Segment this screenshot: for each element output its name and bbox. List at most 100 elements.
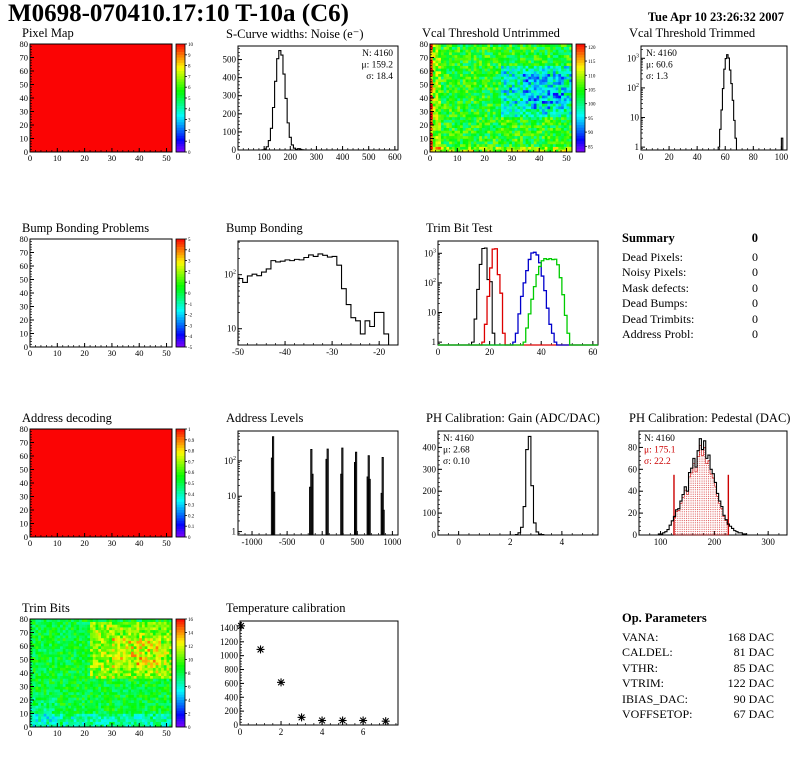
svg-text:30: 30 [108,348,117,358]
op-parameters-title: Op. Parameters [622,611,707,625]
svg-text:102: 102 [627,83,639,93]
svg-text:30: 30 [508,153,517,163]
op-parameter-row: VANA: 168 DAC [622,630,774,646]
op-parameters-rows: VANA: 168 DAC CALDEL: 81 DAC VTHR: 85 DA… [622,630,774,723]
svg-text:300: 300 [423,464,437,474]
trim-bits-title: Trim Bits [22,601,70,615]
op-parameter-row: VTRIM: 122 DAC [622,676,774,692]
bump-problems-title: Bump Bonding Problems [22,221,150,235]
summary-rows: Dead Pixels: 0 Noisy Pixels: 0 Mask defe… [622,250,758,343]
svg-text:10: 10 [188,43,194,48]
svg-text:6: 6 [188,86,191,91]
summary-row: Mask defects: 0 [622,281,758,297]
svg-text:60: 60 [721,152,731,162]
svg-text:103: 103 [424,248,436,258]
svg-text:N: 4160: N: 4160 [362,49,393,59]
svg-text:100: 100 [588,103,596,108]
svg-text:30: 30 [420,107,429,117]
op-parameter-row: IBIAS_DAC: 90 DAC [622,692,774,708]
svg-text:20: 20 [420,120,429,130]
svg-text:0.5: 0.5 [188,482,195,487]
svg-text:30: 30 [20,302,29,312]
svg-text:20: 20 [80,153,89,163]
svg-text:300: 300 [223,91,237,101]
op-parameters-block: Op. Parameters VANA: 168 DAC CALDEL: 81 … [622,611,774,723]
svg-text:0: 0 [24,342,28,352]
svg-text:10: 10 [53,348,62,358]
svg-text:σ: 22.2: σ: 22.2 [644,457,671,467]
svg-text:40: 40 [537,347,547,357]
op-parameter-value: 122 DAC [727,676,774,690]
svg-text:0: 0 [188,292,191,297]
svg-text:10: 10 [20,134,29,144]
svg-text:0: 0 [424,147,428,157]
summary-row-value: 0 [752,280,758,295]
ph-gain-panel: PH Calibration: Gain (ADC/DAC) 0 2 4 0 100 20… [410,411,606,555]
summary-row-label: Dead Trimbits: [622,311,695,326]
svg-text:-40: -40 [279,347,291,357]
address-levels-chart: -1000 -500 0 500 1000 1 10 102 [224,430,402,547]
svg-text:30: 30 [108,538,117,548]
svg-text:1: 1 [232,527,237,537]
svg-text:10: 10 [630,113,640,123]
svg-text:0.7: 0.7 [188,460,195,465]
trim-bit-test-chart: 0 20 40 60 1 10 102 103 [424,240,599,357]
svg-text:μ: 2.68: μ: 2.68 [443,446,470,456]
svg-text:50: 50 [562,153,571,163]
svg-text:20: 20 [20,505,29,515]
svg-text:4: 4 [188,108,191,113]
svg-text:1: 1 [188,281,191,286]
svg-text:80: 80 [20,40,29,49]
svg-text:10: 10 [227,324,237,334]
svg-text:-2: -2 [188,314,193,319]
summary-total: 0 [751,231,758,245]
op-parameter-label: CALDEL: [622,645,673,659]
svg-text:40: 40 [20,93,29,103]
svg-text:-3: -3 [188,324,193,329]
svg-text:30: 30 [20,492,29,502]
svg-text:80: 80 [420,40,429,49]
pixel-map-title: Pixel Map [22,26,74,40]
address-levels-panel: Address Levels -1000 -500 0 500 1000 1 10 102 [210,411,406,555]
svg-text:0.1: 0.1 [188,525,195,530]
svg-text:8: 8 [188,65,191,70]
svg-text:50: 50 [420,80,429,90]
svg-text:0: 0 [188,151,191,156]
svg-text:70: 70 [20,438,29,448]
svg-text:0: 0 [236,152,241,162]
bump-problems-panel: Bump Bonding Problems 0 10 20 30 40 50 0 10 20 30… [10,221,206,365]
vcal-untrimmed-panel: Vcal Threshold Untrimmed 0 10 20 30 40 50 0 10 2… [410,26,606,170]
svg-text:3: 3 [188,119,191,124]
ph-pedestal-chart: 100 200 300 0 20 40 60 80 N: 4160 μ: 175.1σ: 22.2 [628,430,788,547]
ph-gain-title: PH Calibration: Gain (ADC/DAC) [426,411,600,425]
svg-text:0: 0 [456,537,461,547]
vcal-trimmed-chart: 0 20 40 60 80 100 1 10 102 103 N: 4160 μ: 60.6σ: 1.… [627,45,789,162]
svg-text:-30: -30 [326,347,338,357]
scurve-noise-title: S-Curve widths: Noise (e⁻) [226,27,364,41]
svg-text:105: 105 [588,88,596,93]
op-parameter-label: VTHR: [622,660,658,675]
svg-text:600: 600 [388,152,402,162]
svg-text:0: 0 [232,145,237,155]
svg-text:N: 4160: N: 4160 [646,49,677,59]
op-parameter-label: VTRIM: [622,676,664,690]
summary-row-label: Dead Bumps: [622,296,688,310]
bump-bonding-panel: Bump Bonding -50 -40 -30 -20 10 102 [210,221,406,365]
svg-text:30: 30 [20,107,29,117]
timestamp: Tue Apr 10 23:26:32 2007 [647,10,784,24]
svg-text:400: 400 [223,73,237,83]
svg-text:400: 400 [423,442,437,452]
svg-text:μ: 175.1: μ: 175.1 [644,446,676,456]
svg-text:30: 30 [108,153,117,163]
summary-row-label: Dead Pixels: [622,249,683,264]
summary-row: Dead Trimbits: 0 [622,312,758,328]
svg-text:50: 50 [20,80,29,90]
svg-text:10: 10 [53,153,62,163]
svg-text:90: 90 [588,131,594,136]
svg-text:40: 40 [135,348,144,358]
summary-title: Summary [622,231,675,245]
svg-text:40: 40 [20,288,29,298]
svg-text:9: 9 [188,54,191,59]
svg-text:20: 20 [80,538,89,548]
